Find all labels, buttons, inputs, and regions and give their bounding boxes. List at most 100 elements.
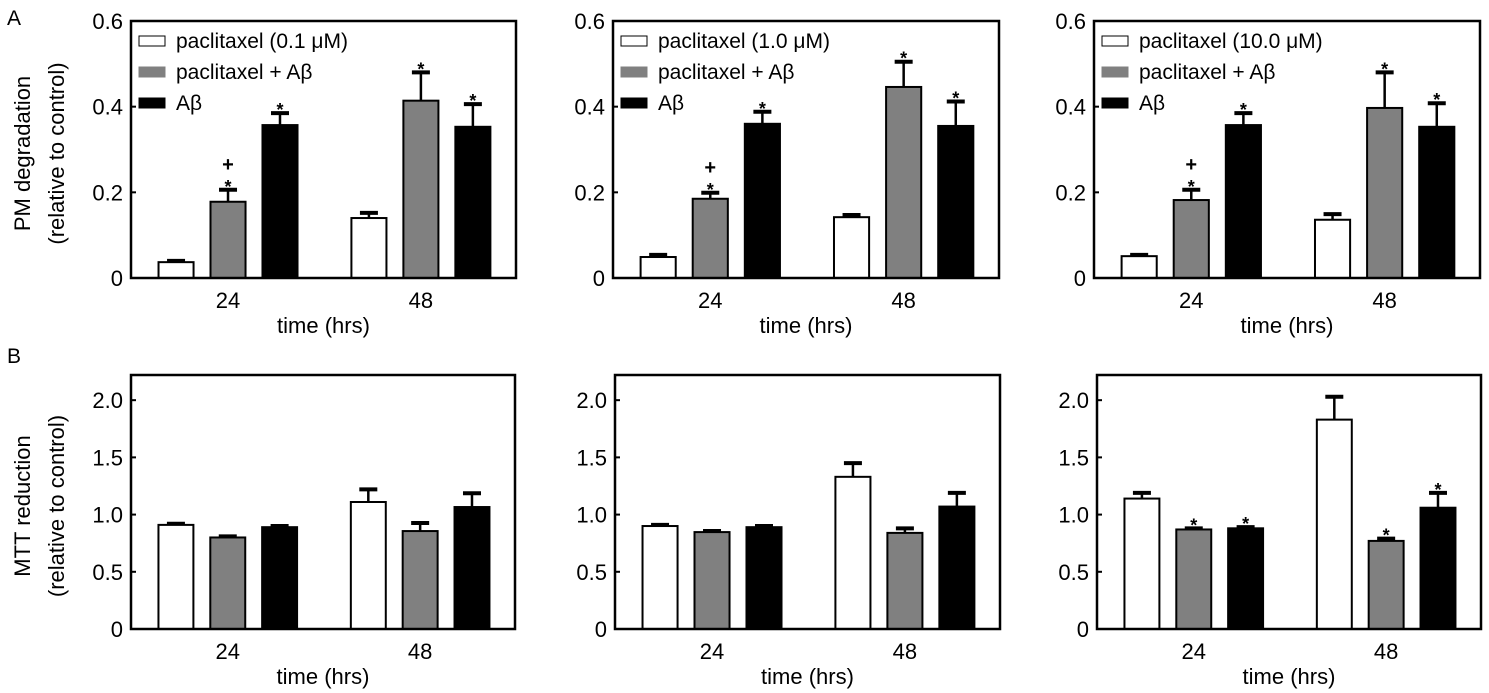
x-tick-label: 48 (1374, 639, 1398, 664)
y-tick-label: 0 (595, 617, 607, 642)
significance-star: * (1433, 90, 1440, 110)
panel-letter-a: A (7, 7, 21, 30)
bar-abeta-24 (743, 122, 781, 279)
x-tick-label: 48 (408, 639, 432, 664)
y-axis-subtitle: (relative to control) (44, 415, 69, 597)
legend-label: paclitaxel + Aβ (176, 61, 312, 84)
x-tick-label: 24 (216, 639, 240, 664)
y-tick-label: 1.5 (92, 445, 123, 470)
y-axis-subtitle: (relative to control) (44, 62, 69, 244)
bar-paclitaxel-24 (641, 525, 679, 631)
panel-letter-b: B (7, 345, 21, 368)
y-tick-label: 0.2 (574, 180, 605, 205)
bar-paclitaxel-abeta-24 (209, 536, 247, 630)
y-tick-label: 0.4 (574, 95, 605, 120)
y-tick-label: 0 (111, 617, 123, 642)
significance-star: * (469, 91, 476, 111)
legend-swatch (1101, 35, 1129, 47)
legend-swatch (138, 66, 166, 78)
x-tick-label: 24 (698, 288, 722, 313)
x-axis-title: time (hrs) (1241, 313, 1334, 338)
x-tick-label: 24 (1179, 288, 1203, 313)
y-tick-label: 0.6 (574, 9, 605, 34)
significance-star: * (952, 89, 959, 109)
significance-star: * (707, 180, 714, 200)
y-tick-label: 0.5 (1058, 560, 1089, 585)
legend-label: Aβ (176, 92, 202, 115)
bar-paclitaxel-48 (349, 501, 387, 630)
x-axis-title: time (hrs) (760, 313, 853, 338)
bar-abeta-48 (1419, 506, 1457, 631)
bar-abeta-48 (937, 124, 975, 279)
bar-paclitaxel-48 (1313, 218, 1352, 280)
bar-paclitaxel-48 (832, 216, 871, 279)
plot-frame (1092, 19, 1482, 280)
legend: paclitaxel (1.0 μM) paclitaxel + Aβ Aβ (620, 30, 830, 115)
significance-star: * (1188, 177, 1195, 197)
legend-swatch (620, 97, 648, 109)
significance-star: * (276, 100, 283, 120)
significance-star: * (225, 177, 232, 197)
panel-b2: 0 0.5 1.0 1.5 2.0 24 48 time (hrs) (576, 373, 1002, 689)
bar-paclitaxel-48 (834, 475, 872, 630)
x-tick-label: 48 (1372, 288, 1396, 313)
y-tick-label: 0.2 (92, 180, 123, 205)
bar-abeta-24 (1227, 527, 1265, 630)
bar-abeta-24 (745, 526, 783, 630)
bar-paclitaxel-48 (350, 217, 388, 280)
x-tick-label: 48 (409, 288, 433, 313)
legend-label: paclitaxel (10.0 μM) (1139, 30, 1323, 53)
legend-label: paclitaxel + Aβ (1139, 61, 1275, 84)
bar-abeta-24 (261, 124, 299, 279)
legend-swatch (138, 97, 166, 109)
y-tick-label: 0 (1074, 266, 1086, 291)
plot-frame (613, 373, 1002, 631)
legend-label: paclitaxel (0.1 μM) (176, 30, 348, 53)
plot-frame (129, 373, 517, 631)
bar-paclitaxel-abeta-24 (691, 197, 729, 279)
x-tick-label: 48 (891, 288, 915, 313)
significance-star: * (1434, 480, 1441, 500)
bar-abeta-48 (938, 505, 976, 630)
y-tick-label: 0 (593, 266, 605, 291)
y-tick-label: 0.6 (1055, 9, 1086, 34)
legend: paclitaxel (0.1 μM) paclitaxel + Aβ Aβ (138, 30, 348, 115)
x-tick-label: 24 (216, 288, 240, 313)
y-tick-label: 0 (111, 266, 123, 291)
y-tick-label: 1.0 (92, 503, 123, 528)
y-tick-label: 0.4 (92, 95, 123, 120)
y-tick-label: 0.5 (92, 560, 123, 585)
significance-star: * (1190, 515, 1197, 535)
panel-b1: 0 0.5 1.0 1.5 2.0 24 48 time (hrs) MTT reduction… (10, 373, 517, 689)
bar-paclitaxel-24 (639, 256, 677, 279)
y-tick-label: 1.5 (1058, 445, 1089, 470)
x-axis-title: time (hrs) (761, 664, 854, 689)
x-tick-label: 24 (1182, 639, 1206, 664)
significance-star: * (1242, 514, 1249, 534)
bar-abeta-48 (1418, 125, 1456, 279)
significance-star: * (417, 59, 424, 79)
bar-paclitaxel-abeta-48 (886, 531, 924, 631)
bar-paclitaxel-abeta-48 (885, 85, 923, 279)
y-tick-label: 1.5 (576, 445, 607, 470)
y-tick-label: 0.5 (576, 560, 607, 585)
significance-star: * (1240, 100, 1247, 120)
bar-paclitaxel-abeta-48 (402, 99, 440, 279)
x-axis-title: time (hrs) (277, 664, 370, 689)
legend: paclitaxel (10.0 μM) paclitaxel + Aβ Aβ (1101, 30, 1323, 115)
bar-paclitaxel-48 (1315, 418, 1353, 630)
y-tick-label: 0.6 (92, 9, 123, 34)
significance-star: * (900, 49, 907, 69)
y-axis-title: MTT reduction (10, 435, 35, 576)
bar-paclitaxel-24 (157, 261, 195, 280)
y-tick-label: 1.0 (576, 503, 607, 528)
plot-frame (129, 19, 518, 280)
y-tick-label: 2.0 (576, 388, 607, 413)
plot-frame (1095, 373, 1483, 631)
bar-paclitaxel-abeta-48 (1367, 539, 1405, 630)
bar-paclitaxel-abeta-48 (401, 530, 439, 631)
significance-plus: + (704, 157, 716, 179)
